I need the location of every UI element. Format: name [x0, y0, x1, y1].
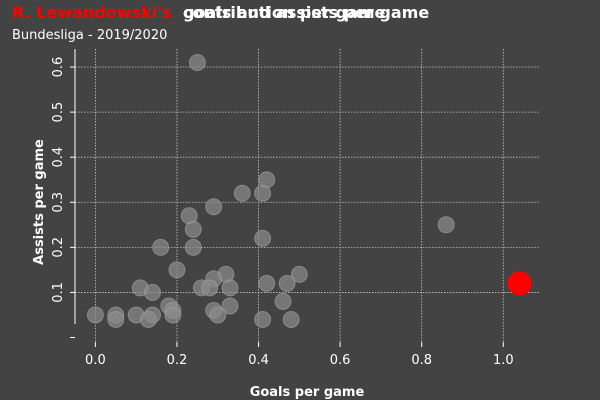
player-point	[144, 283, 161, 301]
player-point	[139, 310, 157, 328]
x-ticks: 0.0 0.2 0.4 0.6 0.8 1.0	[85, 342, 514, 368]
title-rest-text: goals and assists per game	[183, 3, 429, 22]
x-tick-label: 0.0	[85, 353, 106, 368]
player-point	[164, 306, 182, 324]
x-axis-label: Goals per game	[250, 385, 365, 400]
player-point	[254, 310, 272, 328]
player-point	[221, 279, 239, 297]
player-point	[282, 310, 300, 328]
y-tick-label: 0.3	[51, 192, 66, 213]
y-tick-label: 0.2	[51, 237, 66, 258]
title-highlight-text: R. Lewandowski's	[12, 3, 172, 22]
y-tick-label: 0.1	[51, 282, 66, 303]
x-tick-label: 0.4	[248, 353, 269, 368]
player-point	[274, 292, 292, 310]
player-point	[209, 306, 227, 324]
player-point	[184, 220, 202, 238]
player-point	[201, 279, 219, 297]
player-point	[205, 198, 223, 216]
chart-title: contribution per game goals and assists …	[12, 3, 429, 22]
player-point	[152, 238, 170, 256]
player-point	[188, 54, 206, 72]
player-point	[107, 310, 125, 328]
player-point	[278, 274, 296, 292]
y-tick-label: 0.4	[51, 147, 66, 168]
grid	[75, 49, 540, 342]
title-overlay-text: contribution per game	[183, 3, 386, 22]
highlight-point	[507, 271, 532, 296]
x-tick-label: 0.8	[411, 353, 432, 368]
player-point	[258, 274, 276, 292]
player-point	[437, 216, 455, 234]
x-tick-label: 1.0	[493, 353, 514, 368]
player-point	[86, 306, 104, 324]
y-ticks: 0.1 0.2 0.3 0.4 0.5 0.6	[51, 57, 75, 338]
player-point	[233, 184, 251, 202]
player-point	[168, 261, 186, 279]
player-point	[290, 265, 308, 283]
y-tick-label: 0.5	[51, 102, 66, 123]
x-tick-label: 0.6	[330, 353, 351, 368]
player-point	[184, 238, 202, 256]
x-tick-label: 0.2	[167, 353, 188, 368]
chart-subtitle: Bundesliga - 2019/2020	[12, 28, 167, 43]
player-point	[221, 297, 239, 315]
y-axis-label: Assists per game	[32, 139, 47, 265]
player-point	[254, 229, 272, 247]
data-points	[86, 54, 532, 328]
player-point	[254, 184, 272, 202]
y-tick-label: 0.6	[51, 57, 66, 78]
